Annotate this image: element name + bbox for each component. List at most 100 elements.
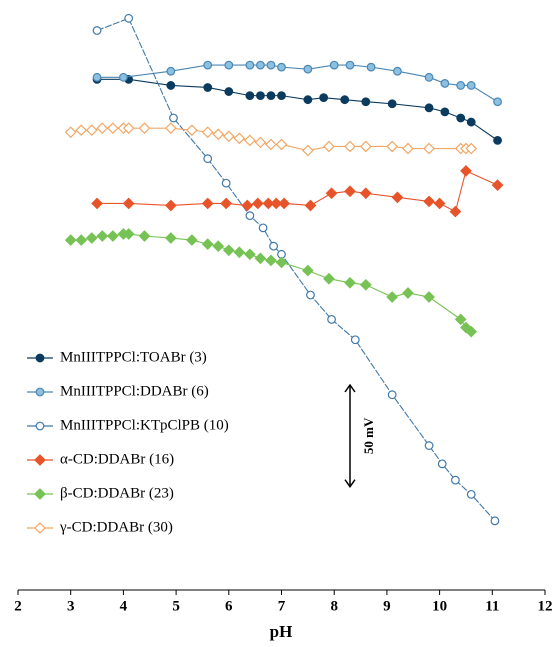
marker bbox=[122, 197, 135, 210]
marker bbox=[266, 91, 276, 101]
legend-label: MnIIITPPCl:DDABr (6) bbox=[60, 383, 209, 399]
marker bbox=[245, 60, 255, 70]
marker bbox=[350, 335, 360, 345]
marker bbox=[465, 142, 478, 155]
marker bbox=[329, 60, 339, 70]
marker bbox=[269, 241, 278, 251]
marker bbox=[34, 454, 46, 466]
marker bbox=[366, 62, 376, 72]
marker bbox=[456, 81, 466, 90]
x-axis-label: pH bbox=[270, 622, 293, 641]
marker bbox=[64, 126, 77, 139]
marker bbox=[345, 60, 355, 70]
marker bbox=[323, 140, 335, 153]
marker bbox=[212, 240, 225, 253]
legend-label: α-CD:DDABr (16) bbox=[60, 451, 174, 467]
marker bbox=[256, 91, 265, 101]
marker bbox=[493, 97, 502, 107]
marker bbox=[304, 199, 317, 212]
marker bbox=[186, 124, 198, 137]
marker bbox=[277, 91, 286, 101]
marker bbox=[306, 290, 315, 300]
marker bbox=[393, 66, 402, 76]
marker bbox=[465, 325, 478, 338]
series-line bbox=[96, 17, 496, 522]
x-tick-label: 8 bbox=[330, 598, 338, 614]
marker bbox=[265, 254, 277, 267]
x-tick-label: 3 bbox=[67, 598, 75, 614]
marker bbox=[254, 252, 267, 265]
marker bbox=[302, 264, 314, 277]
scale-arrow bbox=[344, 383, 356, 489]
marker bbox=[466, 489, 476, 499]
marker bbox=[138, 122, 151, 135]
legend-label: MnIIITPPCl:KTpClPB (10) bbox=[60, 417, 229, 433]
marker bbox=[278, 197, 290, 210]
marker bbox=[344, 276, 356, 289]
marker bbox=[391, 191, 404, 204]
marker bbox=[437, 459, 447, 469]
marker bbox=[254, 136, 267, 149]
legend-label: β-CD:DDABr (23) bbox=[60, 485, 174, 501]
marker bbox=[118, 72, 128, 82]
marker bbox=[424, 441, 434, 450]
marker bbox=[245, 91, 255, 101]
marker bbox=[433, 197, 446, 210]
marker bbox=[201, 197, 214, 210]
marker bbox=[241, 199, 254, 212]
marker bbox=[361, 97, 371, 107]
marker bbox=[491, 179, 504, 191]
marker bbox=[233, 246, 246, 259]
marker bbox=[244, 134, 256, 147]
marker bbox=[251, 197, 264, 210]
marker bbox=[203, 154, 213, 164]
marker bbox=[96, 122, 109, 135]
marker bbox=[164, 199, 177, 212]
marker bbox=[303, 95, 313, 105]
marker bbox=[440, 107, 450, 117]
series-line bbox=[70, 233, 472, 333]
marker bbox=[138, 230, 151, 242]
marker bbox=[275, 138, 288, 151]
marker bbox=[164, 122, 177, 135]
marker bbox=[402, 287, 414, 299]
x-tick-label: 4 bbox=[120, 598, 128, 614]
marker bbox=[327, 315, 336, 324]
marker bbox=[166, 66, 176, 76]
marker bbox=[359, 278, 372, 291]
marker bbox=[344, 185, 356, 198]
marker bbox=[325, 187, 338, 200]
marker bbox=[359, 140, 372, 153]
x-tick-label: 6 bbox=[225, 598, 233, 614]
marker bbox=[186, 234, 198, 246]
marker bbox=[424, 72, 434, 82]
marker bbox=[340, 95, 350, 105]
marker bbox=[258, 223, 268, 233]
marker bbox=[233, 132, 246, 145]
marker bbox=[456, 113, 466, 123]
marker bbox=[493, 135, 502, 145]
marker bbox=[449, 205, 462, 218]
marker bbox=[454, 313, 467, 326]
marker bbox=[64, 234, 77, 246]
x-tick-label: 7 bbox=[278, 598, 286, 614]
marker bbox=[34, 488, 46, 500]
marker bbox=[266, 60, 276, 70]
marker bbox=[386, 140, 399, 153]
marker bbox=[169, 113, 178, 123]
marker bbox=[35, 353, 45, 363]
marker bbox=[212, 128, 225, 141]
marker bbox=[107, 230, 119, 242]
marker bbox=[302, 144, 314, 157]
x-tick-label: 11 bbox=[485, 598, 499, 614]
marker bbox=[85, 124, 98, 137]
legend-label: γ-CD:DDABr (30) bbox=[59, 519, 173, 535]
marker bbox=[34, 522, 46, 534]
marker bbox=[256, 60, 265, 70]
marker bbox=[386, 291, 399, 303]
marker bbox=[323, 272, 335, 285]
marker bbox=[387, 390, 397, 400]
marker bbox=[166, 81, 176, 90]
marker bbox=[221, 178, 231, 188]
